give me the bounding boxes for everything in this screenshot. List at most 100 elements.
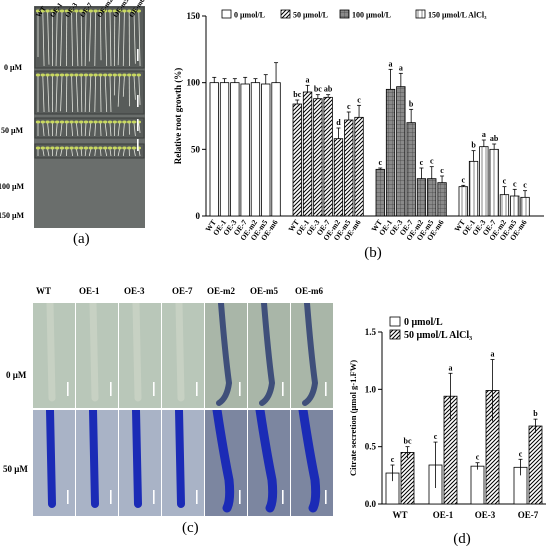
- y-tick-label: 100: [187, 78, 201, 88]
- seedling-leaf: [98, 121, 102, 124]
- root-drawing: [33, 303, 75, 408]
- seedling-leaf: [65, 121, 69, 124]
- seedling-leaf: [98, 74, 102, 77]
- y-tick-label: 1.5: [365, 327, 377, 337]
- seedling-leaf: [127, 147, 131, 150]
- root-drawing: [205, 410, 247, 516]
- root-shape: [93, 410, 95, 504]
- root-shape: [262, 303, 272, 403]
- bar: [521, 197, 530, 216]
- significance-letter: b: [533, 409, 538, 418]
- legend-label: 0 μmol/L: [404, 317, 443, 328]
- root-shape: [136, 410, 138, 504]
- panel-b-label: (b): [364, 245, 382, 261]
- root-drawing: [119, 410, 161, 516]
- seedling-leaf: [113, 147, 117, 150]
- seedling-leaf: [55, 121, 59, 124]
- stained-root-photo: [76, 410, 118, 516]
- stained-root-photo: [205, 410, 247, 516]
- significance-letter: d: [336, 118, 341, 127]
- legend-swatch: [390, 330, 400, 339]
- significance-letter: a: [491, 350, 495, 359]
- root-shape: [260, 410, 273, 508]
- legend-swatch: [416, 10, 425, 18]
- legend-label: 150 μmol/L AlCl₃: [428, 11, 487, 20]
- stained-root-photo: [205, 303, 247, 408]
- bar: [210, 83, 219, 216]
- legend-label: 0 μmol/L: [234, 11, 265, 20]
- legend-label: 100 μmol/L: [352, 11, 391, 20]
- bar: [459, 187, 468, 216]
- seedling-leaf: [36, 147, 40, 150]
- seedling-leaf: [127, 74, 131, 77]
- seedling-leaf: [55, 147, 59, 150]
- y-tick-label: 150: [187, 11, 201, 21]
- root-shape: [136, 303, 138, 398]
- bar: [293, 104, 302, 216]
- seedling-leaf: [122, 147, 126, 150]
- category-label: OE-1: [433, 510, 454, 520]
- stained-root-photo: [291, 410, 333, 516]
- genotype-label: OE-7: [172, 286, 193, 296]
- bar: [355, 117, 364, 216]
- seedling-leaf: [79, 74, 83, 77]
- legend-label: 50 μmol/L: [293, 11, 328, 20]
- seedling-leaf: [113, 74, 117, 77]
- root-shape: [50, 303, 52, 398]
- panel-c-label: (c): [182, 520, 199, 537]
- seedling-leaf: [103, 121, 107, 124]
- scale-bar: [282, 490, 284, 504]
- seedling-leaf: [117, 147, 121, 150]
- scale-bar: [137, 49, 139, 61]
- bar: [231, 83, 240, 216]
- scale-bar: [196, 382, 198, 396]
- seedling-leaf: [132, 74, 136, 77]
- bar: [417, 179, 426, 216]
- root-shape: [179, 410, 181, 504]
- seedling-leaf: [60, 74, 64, 77]
- genotype-label: OE-m6: [295, 286, 323, 296]
- root-drawing: [162, 303, 204, 408]
- bar: [480, 147, 489, 216]
- y-axis-label: Relative root growth (%): [173, 68, 183, 164]
- seedling-leaf: [65, 74, 69, 77]
- significance-letter: c: [430, 157, 434, 166]
- significance-letter: a: [482, 130, 486, 139]
- category-label: OE-7: [518, 510, 539, 520]
- significance-letter: c: [519, 449, 523, 458]
- seedling-leaf: [79, 121, 83, 124]
- seedling-leaf: [117, 121, 121, 124]
- treatment-label: 50 μM: [1, 126, 23, 135]
- significance-letter: bc: [314, 85, 322, 94]
- bar: [314, 99, 323, 216]
- scale-bar: [325, 490, 327, 504]
- panel-d-label: (d): [453, 531, 471, 547]
- seedling-leaf: [41, 121, 45, 124]
- root-shape: [50, 410, 52, 504]
- seedling-leaf: [45, 74, 49, 77]
- root-shape: [179, 303, 181, 398]
- y-tick-label: 0: [196, 211, 201, 221]
- seedling-leaf: [127, 121, 131, 124]
- stained-root-photo: [162, 303, 204, 408]
- seedling-leaf: [132, 121, 136, 124]
- seedling-leaf: [132, 147, 136, 150]
- significance-letter: a: [449, 363, 453, 372]
- scale-bar: [153, 490, 155, 504]
- category-label: WT: [392, 510, 407, 520]
- seedling-leaf: [137, 74, 141, 77]
- genotype-label: WT: [36, 286, 51, 296]
- stained-root-photo: [76, 303, 118, 408]
- seedling-leaf: [103, 147, 107, 150]
- y-axis-label: Citrate secretion (μmol g-1.FW): [348, 360, 358, 476]
- bar: [251, 83, 260, 216]
- bar: [471, 466, 484, 504]
- significance-letter: a: [306, 75, 310, 84]
- bar: [272, 83, 281, 216]
- stained-root-photo: [33, 303, 75, 408]
- root-shape: [93, 303, 95, 398]
- bar: [376, 169, 385, 216]
- significance-letter: ab: [490, 134, 499, 143]
